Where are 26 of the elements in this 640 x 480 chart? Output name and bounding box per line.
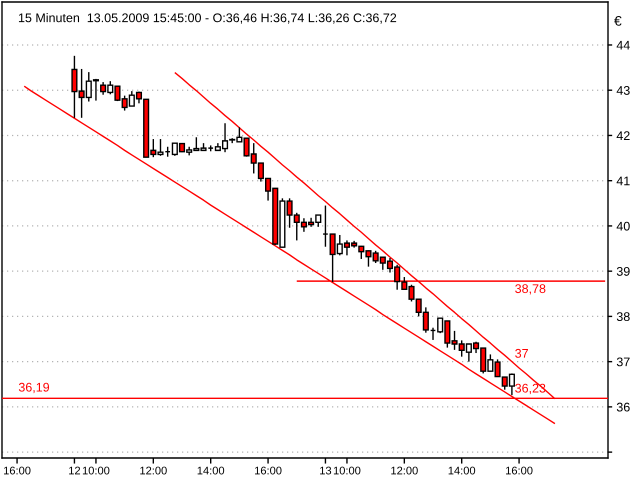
y-tick-label: 38 (616, 312, 630, 322)
y-tick-label: 44 (616, 40, 630, 50)
y-tick-label: 37 (616, 357, 630, 366)
y-tick-label: 42 (616, 131, 630, 140)
y-tick-label: 43 (616, 86, 630, 95)
y-tick-label: 40 (616, 222, 630, 231)
x-tick-label: 14:00 (198, 466, 224, 474)
y-axis-title: € (614, 16, 622, 26)
candlestick (164, 146, 171, 158)
x-tick-label: 13 (320, 466, 332, 474)
text: 15 Minuten 13.05.2009 15:45:00 - O:36,46 H:36,74 L:36,26 C:36,72 (18, 13, 396, 24)
x-tick-label: 16:00 (506, 466, 533, 474)
data-label: 37 (515, 348, 528, 358)
data-label: 38,78 (515, 284, 546, 295)
x-tick-label: 14:00 (448, 466, 476, 474)
x-tick-label: 12:00 (140, 466, 167, 474)
ref-line-label: 36,19 (18, 382, 50, 394)
x-tick-label: 10:00 (82, 466, 110, 474)
x-tick-label: 12 (69, 466, 80, 474)
y-tick-label: 41 (616, 176, 630, 186)
x-tick-label: 10:00 (334, 466, 360, 474)
x-tick-label: 16:00 (4, 466, 31, 474)
y-tick-label: 39 (616, 266, 630, 276)
y-tick-label: 36 (616, 402, 630, 412)
x-tick-label: 12:00 (391, 466, 418, 474)
x-tick-label: 16:00 (255, 466, 282, 474)
